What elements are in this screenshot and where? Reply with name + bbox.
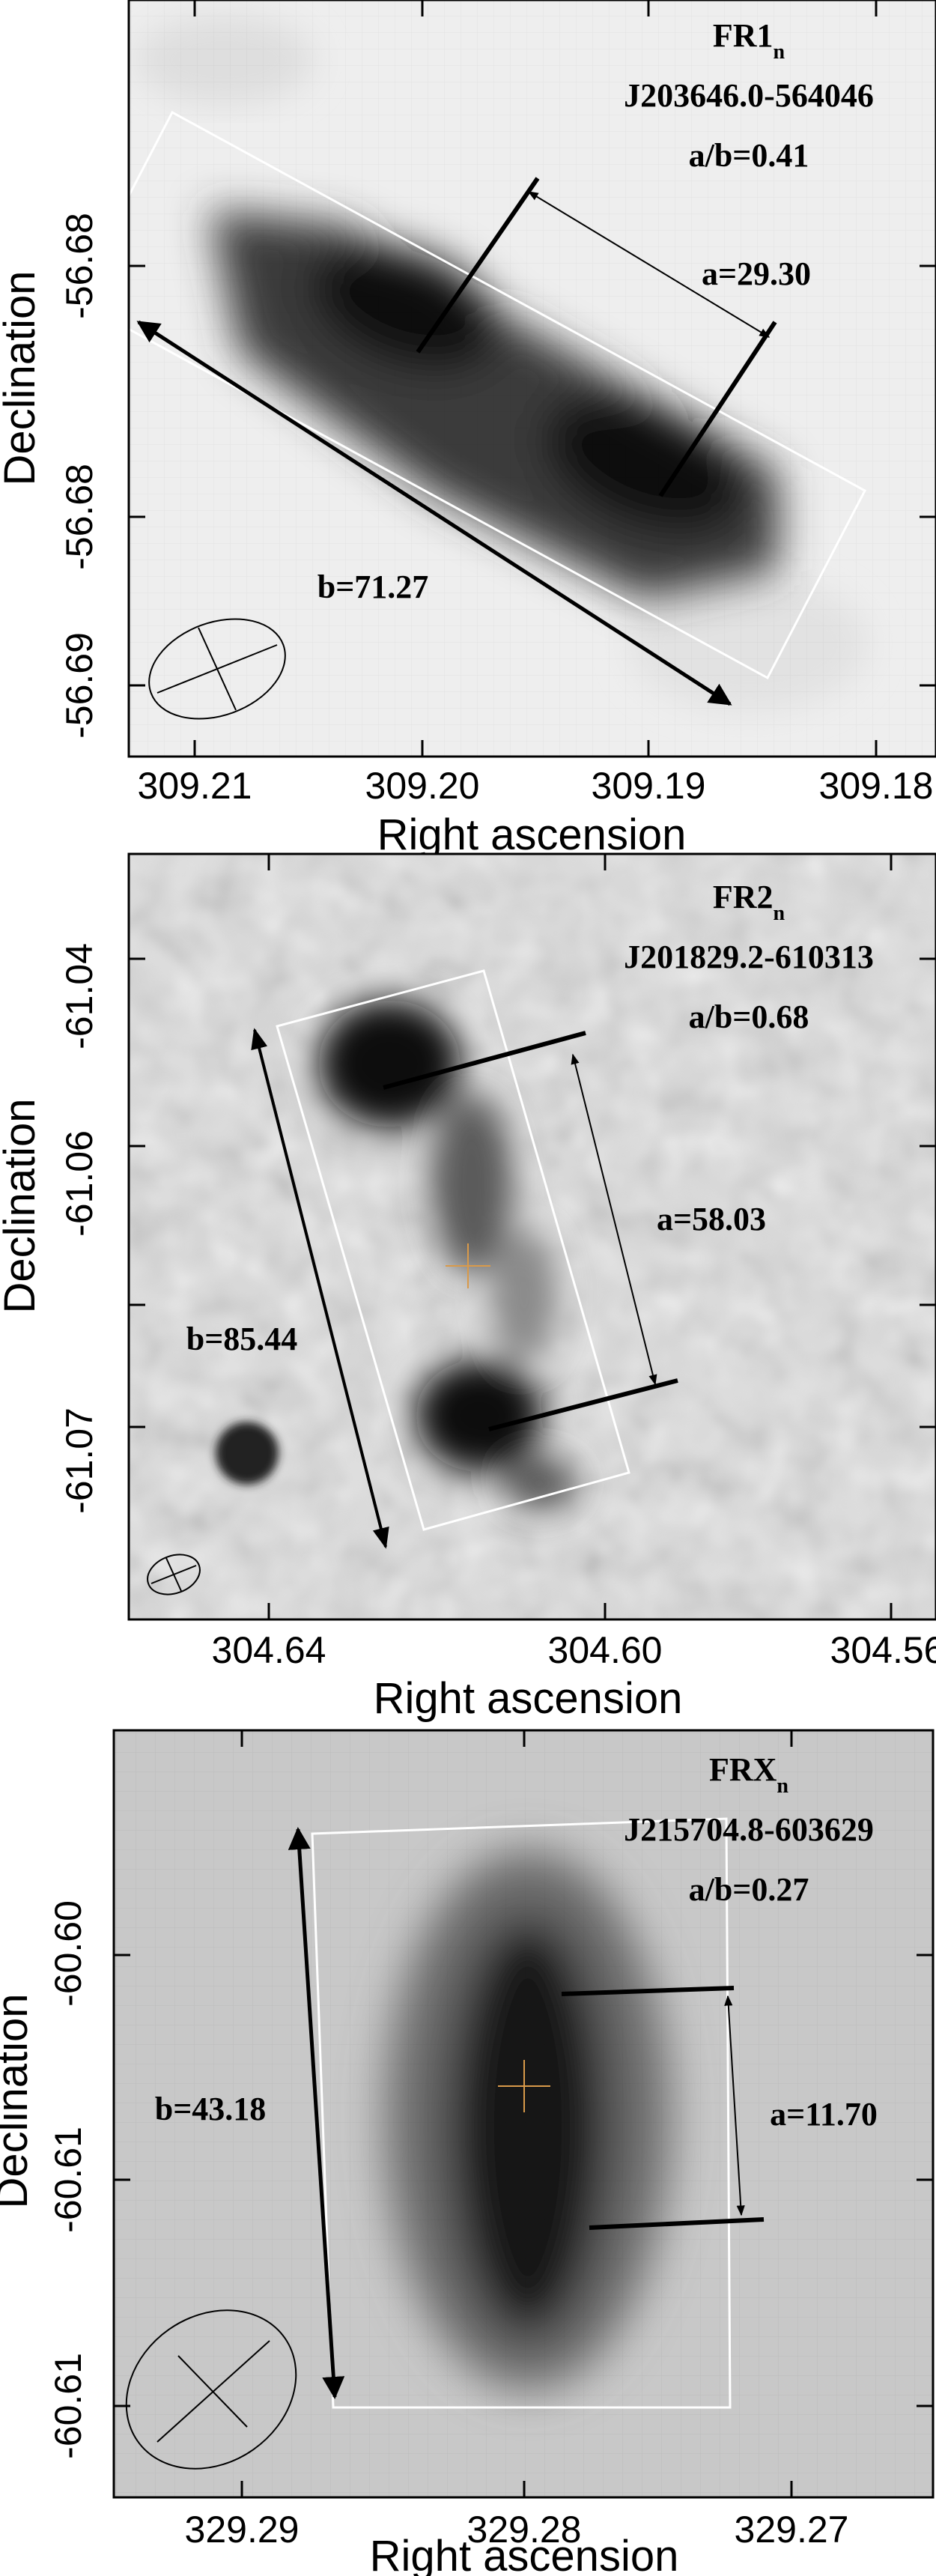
fr1-y-tick-0: -56.68 bbox=[58, 213, 100, 319]
fr1-x-tick-3: 309.18 bbox=[819, 765, 934, 807]
frx-source-name: J215704.8-603629 bbox=[624, 1811, 874, 1848]
fr1-x-tick-0: 309.21 bbox=[138, 765, 252, 807]
fr1-y-tick-2: -56.69 bbox=[58, 632, 100, 739]
panel-fr1: FR1n J203646.0-564046 a/b=0.41 a=29.30 b… bbox=[0, 0, 936, 859]
fr1-a-label: a=29.30 bbox=[702, 255, 811, 292]
fr1-x-tick-1: 309.20 bbox=[365, 765, 480, 807]
frx-y-tick-1: -60.61 bbox=[47, 2127, 89, 2233]
frx-axes bbox=[112, 1729, 935, 2499]
fr2-y-tick-2: -61.07 bbox=[58, 1407, 100, 1514]
frx-b-label: b=43.18 bbox=[155, 2091, 267, 2127]
fr2-y-axis-label: Declination bbox=[0, 1099, 44, 1314]
fr2-source-name: J201829.2-610313 bbox=[624, 939, 874, 975]
frx-x-tick-1: 329.28 bbox=[467, 2509, 582, 2551]
frx-y-tick-2: -60.61 bbox=[47, 2353, 89, 2459]
frx-a-marker-top bbox=[561, 1986, 735, 1996]
frx-a-marker-bottom bbox=[589, 2217, 765, 2230]
fr1-source-name: J203646.0-564046 bbox=[624, 77, 874, 114]
frx-a-label: a=11.70 bbox=[770, 2096, 878, 2133]
frx-x-tick-2: 329.27 bbox=[735, 2509, 849, 2551]
fr1-y-axis-label: Declination bbox=[0, 271, 44, 486]
frx-b-axis-arrow bbox=[288, 1827, 345, 2399]
fr2-class-label: FR2n bbox=[713, 879, 785, 925]
beam-ellipse-icon bbox=[148, 618, 286, 720]
fr2-ratio-label: a/b=0.68 bbox=[689, 998, 809, 1035]
frx-image bbox=[114, 1730, 933, 2497]
fr1-a-marker-left bbox=[416, 177, 540, 354]
fr1-a-marker-right bbox=[658, 321, 777, 497]
frx-a-axis-arrow bbox=[724, 1995, 745, 2216]
fr2-b-axis-arrow bbox=[251, 1028, 389, 1549]
fr2-x-tick-2: 304.56 bbox=[830, 1629, 936, 1671]
panel-fr2: FR2n J201829.2-610313 a/b=0.68 a=58.03 b… bbox=[0, 852, 936, 1723]
frx-x-axis-label: Right ascension bbox=[370, 2532, 679, 2576]
fr2-a-axis-arrow bbox=[571, 1053, 657, 1386]
frx-y-axis-label: Declination bbox=[0, 1994, 37, 2209]
fr1-b-label: b=71.27 bbox=[317, 569, 429, 605]
fr1-b-axis-arrow bbox=[136, 320, 732, 706]
fr2-x-tick-1: 304.60 bbox=[548, 1629, 663, 1671]
core-cross-icon bbox=[446, 1243, 490, 1288]
fr2-y-tick-1: -61.06 bbox=[58, 1130, 100, 1237]
fr1-axes bbox=[127, 0, 936, 758]
fr2-x-axis-label: Right ascension bbox=[374, 1674, 683, 1723]
fr2-b-label: b=85.44 bbox=[186, 1321, 298, 1357]
panel-frx: FRXn J215704.8-603629 a/b=0.27 a=11.70 b… bbox=[0, 1729, 935, 2576]
core-cross-icon bbox=[498, 2060, 550, 2112]
fr2-a-marker-top bbox=[383, 1031, 586, 1090]
fr1-x-axis-label: Right ascension bbox=[377, 810, 687, 859]
frx-class-label: FRXn bbox=[709, 1751, 788, 1798]
fr2-a-label: a=58.03 bbox=[657, 1201, 766, 1237]
fr1-class-label: FR1n bbox=[713, 17, 785, 64]
beam-ellipse-icon bbox=[147, 1554, 201, 1595]
fr1-a-axis-arrow bbox=[527, 191, 771, 338]
frx-y-tick-0: -60.60 bbox=[47, 1900, 89, 2007]
fr2-a-marker-bottom bbox=[488, 1378, 678, 1431]
fr1-ratio-label: a/b=0.41 bbox=[689, 137, 809, 174]
beam-ellipse-icon bbox=[125, 2309, 297, 2470]
frx-x-tick-0: 329.29 bbox=[185, 2509, 300, 2551]
fr2-x-tick-0: 304.64 bbox=[212, 1629, 326, 1671]
fr1-x-tick-2: 309.19 bbox=[592, 765, 706, 807]
fr2-y-tick-0: -61.04 bbox=[58, 943, 100, 1049]
frx-ratio-label: a/b=0.27 bbox=[689, 1871, 809, 1908]
fr1-y-tick-1: -56.68 bbox=[58, 464, 100, 570]
fr2-axes bbox=[127, 852, 936, 1621]
